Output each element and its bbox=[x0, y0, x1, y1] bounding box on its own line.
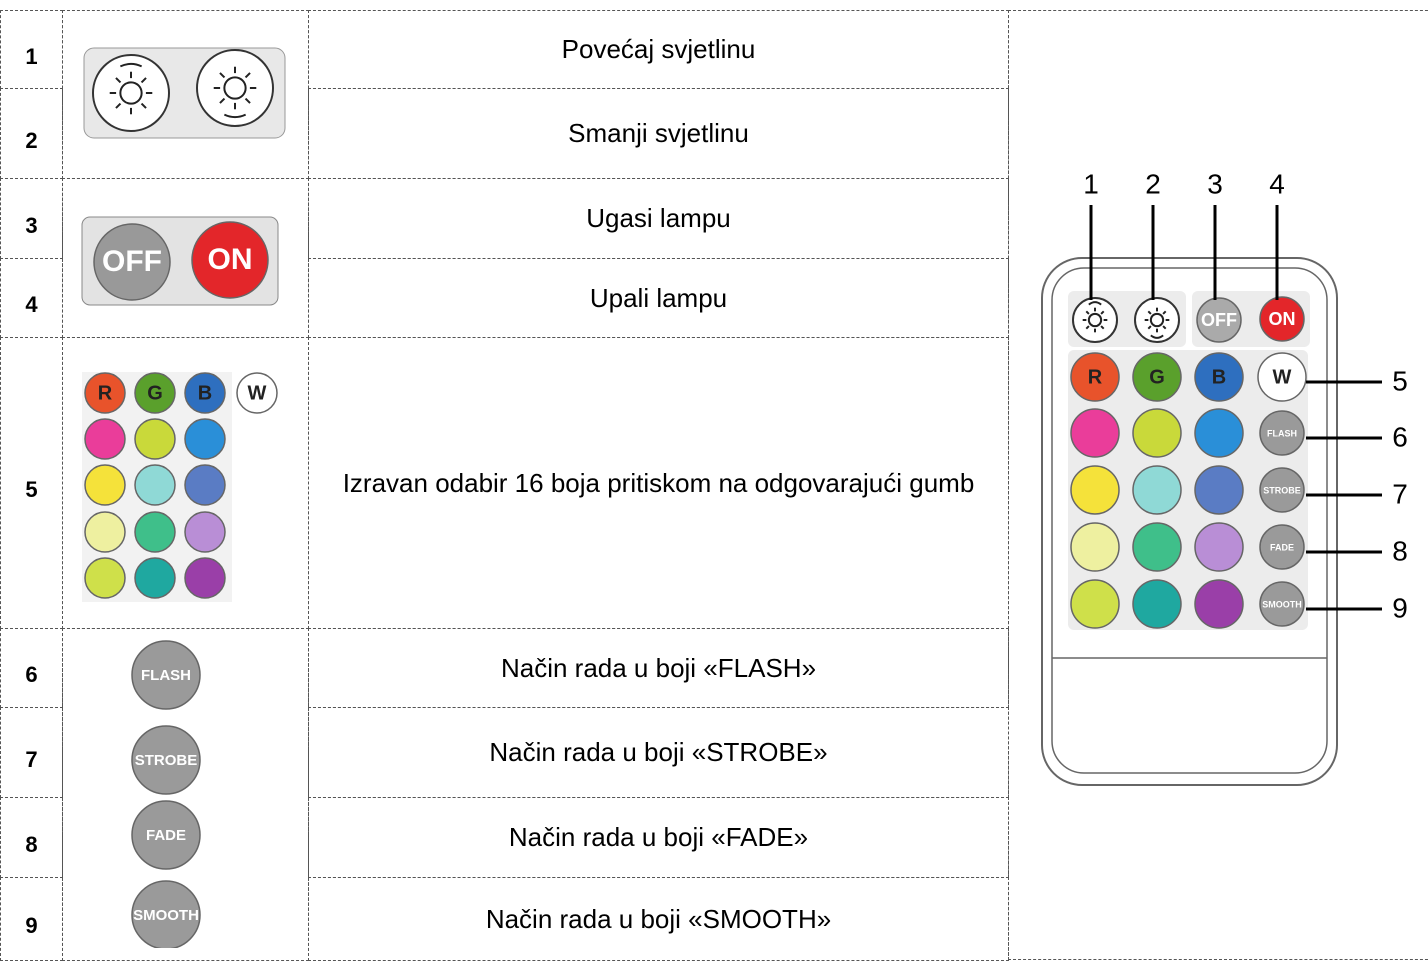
row-description: Izravan odabir 16 boja pritiskom na odgo… bbox=[308, 337, 1009, 629]
row-number: 5 bbox=[0, 337, 63, 629]
row-number: 2 bbox=[0, 88, 63, 179]
row-description: Način rada u boji «SMOOTH» bbox=[308, 877, 1009, 961]
image-cell bbox=[62, 10, 309, 179]
row-number: 1 bbox=[0, 10, 63, 89]
image-cell bbox=[62, 628, 309, 961]
row-number: 4 bbox=[0, 258, 63, 338]
row-number: 7 bbox=[0, 707, 63, 798]
row-description: Način rada u boji «STROBE» bbox=[308, 707, 1009, 798]
row-number: 8 bbox=[0, 797, 63, 878]
row-description: Način rada u boji «FLASH» bbox=[308, 628, 1009, 708]
image-cell bbox=[62, 337, 309, 629]
row-description: Upali lampu bbox=[308, 258, 1009, 338]
row-description: Povećaj svjetlinu bbox=[308, 10, 1009, 89]
remote-cell bbox=[1008, 10, 1428, 960]
row-number: 3 bbox=[0, 178, 63, 259]
row-number: 9 bbox=[0, 877, 63, 961]
row-description: Način rada u boji «FADE» bbox=[308, 797, 1009, 878]
row-number: 6 bbox=[0, 628, 63, 708]
row-description: Smanji svjetlinu bbox=[308, 88, 1009, 179]
image-cell bbox=[62, 178, 309, 338]
row-description: Ugasi lampu bbox=[308, 178, 1009, 259]
